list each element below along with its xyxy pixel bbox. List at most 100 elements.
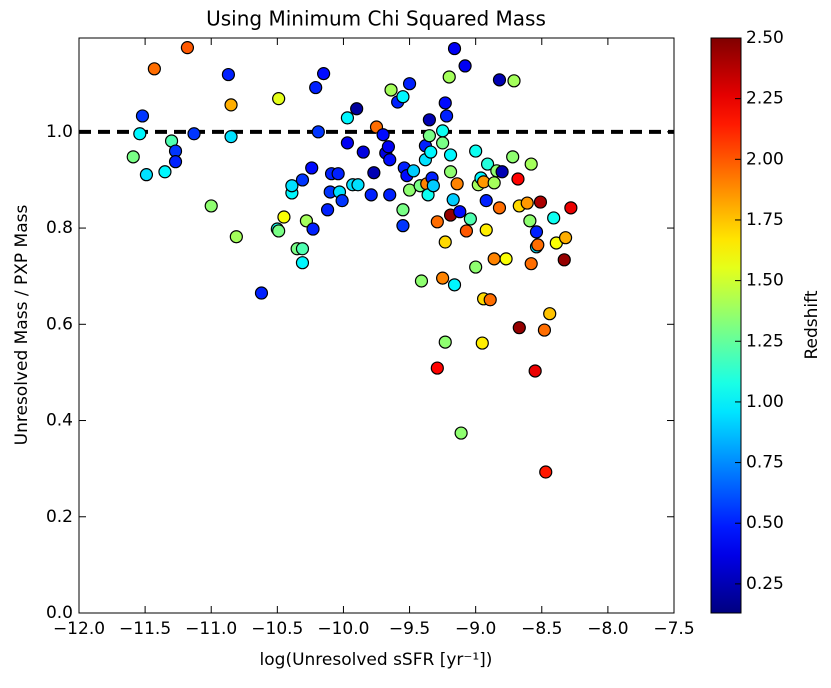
x-tick-label: −8.0 [587, 619, 628, 639]
data-point [272, 224, 286, 238]
x-tick-label: −11.5 [119, 619, 171, 639]
data-point [396, 219, 410, 233]
data-point [531, 238, 545, 252]
data-point [459, 224, 474, 238]
data-point [543, 307, 557, 321]
data-point [520, 196, 534, 210]
data-point [438, 235, 452, 249]
data-point [533, 195, 548, 209]
data-point [406, 164, 421, 178]
y-tick-label: 0.8 [46, 218, 73, 238]
chart-title: Using Minimum Chi Squared Mass [206, 7, 546, 31]
x-tick-label: −12.0 [53, 619, 105, 639]
data-point [158, 165, 172, 179]
data-point [295, 256, 310, 270]
y-tick-label: 0.0 [46, 603, 73, 623]
data-point [447, 41, 462, 56]
data-point [492, 73, 507, 87]
colorbar [710, 37, 742, 614]
colorbar-tick-label: 2.00 [746, 149, 784, 169]
plot-frame [78, 37, 675, 614]
y-tick-label: 0.4 [46, 411, 73, 431]
data-point [447, 278, 462, 292]
data-point [487, 252, 501, 266]
data-point [204, 199, 218, 213]
data-point [272, 92, 286, 106]
data-point [295, 242, 310, 256]
x-tick-label: −7.5 [653, 619, 694, 639]
x-axis-label: log(Unresolved sSFR [yr⁻¹]) [260, 650, 493, 670]
data-point [356, 145, 370, 159]
colorbar-tick-label: 1.25 [746, 331, 784, 351]
data-point [351, 178, 365, 192]
data-point [135, 109, 150, 123]
data-point [376, 128, 390, 142]
colorbar-tick-label: 1.75 [746, 210, 784, 230]
data-point [396, 90, 410, 104]
data-point [442, 70, 456, 84]
data-point [507, 74, 521, 88]
colorbar-tick-label: 2.25 [746, 89, 784, 109]
colorbar-tick-label: 0.50 [746, 513, 784, 533]
x-tick-label: −9.5 [389, 619, 430, 639]
data-point [539, 465, 553, 479]
data-point [224, 130, 238, 144]
data-point [511, 172, 525, 186]
data-point [331, 167, 345, 181]
data-point [285, 179, 299, 193]
y-axis-label: Unresolved Mass / PXP Mass [12, 205, 32, 446]
data-point [495, 165, 509, 179]
data-point [295, 173, 310, 187]
colorbar-tick-label: 2.50 [746, 28, 784, 48]
data-point [340, 136, 355, 150]
colorbar-label: Redshift [802, 290, 822, 359]
data-point [350, 102, 364, 116]
data-point [480, 157, 495, 171]
data-point [402, 77, 417, 91]
data-point [229, 230, 243, 244]
data-point [537, 323, 552, 337]
data-point [126, 150, 140, 164]
data-point [458, 59, 472, 73]
data-point [383, 153, 397, 167]
data-point [422, 129, 436, 143]
data-point [506, 150, 520, 164]
y-tick-label: 0.2 [46, 507, 73, 527]
data-point [439, 109, 454, 123]
data-point [180, 41, 195, 55]
data-point [424, 145, 438, 159]
data-point [396, 203, 410, 217]
data-point [438, 335, 452, 349]
data-point [367, 166, 381, 180]
data-point [168, 155, 183, 169]
data-point [364, 188, 378, 202]
data-point [381, 140, 395, 154]
data-point [340, 111, 355, 125]
data-point [463, 212, 477, 226]
data-point [564, 201, 578, 215]
data-point [335, 194, 349, 208]
data-point [414, 274, 429, 288]
data-point [436, 136, 450, 150]
data-point [443, 148, 458, 162]
data-point [469, 260, 483, 274]
data-point [306, 222, 320, 236]
data-point [492, 201, 507, 215]
data-point [438, 96, 452, 110]
data-point [523, 214, 537, 228]
data-point [305, 161, 319, 175]
x-tick-label: −8.5 [521, 619, 562, 639]
data-point [187, 127, 201, 141]
data-point [430, 215, 444, 229]
data-point [450, 177, 464, 191]
data-point [475, 336, 489, 350]
data-point [446, 193, 460, 207]
data-point [277, 210, 291, 224]
x-tick-label: −10.0 [317, 619, 369, 639]
data-point [422, 113, 436, 127]
colorbar-tick-label: 0.75 [746, 453, 784, 473]
data-point [528, 364, 542, 378]
data-point [221, 67, 236, 82]
colorbar-tick-label: 0.25 [746, 574, 784, 594]
